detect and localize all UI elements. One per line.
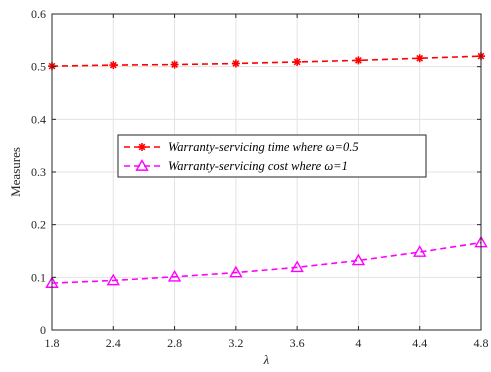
y-tick-label: 0 [40, 323, 46, 337]
legend-box [117, 134, 427, 178]
series-2-point [106, 273, 120, 286]
series-2-point [413, 245, 427, 257]
x-tick-label: 4 [355, 336, 361, 350]
legend-label: Warranty-servicing time where ω=0.5 [168, 140, 359, 154]
y-tick-label: 0.4 [31, 112, 46, 126]
series-1-point [231, 59, 240, 68]
y-tick-label: 0.1 [31, 270, 46, 284]
y-tick-label: 0.6 [31, 7, 46, 21]
x-tick-label: 4.4 [412, 336, 427, 350]
series-2-point [351, 253, 366, 266]
y-tick-label: 0.2 [31, 218, 46, 232]
x-tick-label: 3.2 [228, 336, 243, 350]
series-1-line [51, 55, 482, 67]
y-tick-label: 0.3 [31, 165, 46, 179]
x-tick-label: 3.6 [290, 336, 305, 350]
series-1-point [109, 61, 118, 70]
legend-entry-1: Warranty-servicing time where ω=0.5 [124, 140, 359, 154]
x-tick-label: 4.8 [474, 336, 489, 350]
series-2-point [167, 269, 182, 282]
legend-swatch-marker [135, 159, 149, 171]
series-2-point [229, 265, 243, 278]
y-tick-labels: 0 0.1 0.2 0.3 0.4 0.5 0.6 [31, 7, 46, 337]
legend-entry-2: Warranty-servicing cost where ω=1 [124, 159, 348, 173]
x-tick-labels: 1.8 2.4 2.8 3.2 3.6 4 4.4 4.8 [45, 336, 489, 350]
series-1-point [415, 54, 424, 63]
ticks [51, 13, 482, 331]
legend: Warranty-servicing time where ω=0.5 Warra… [117, 134, 427, 178]
legend-swatch-marker [138, 143, 146, 151]
x-tick-label: 2.4 [106, 336, 121, 350]
legend-label: Warranty-servicing cost where ω=1 [168, 159, 348, 173]
x-axis-label: λ [263, 352, 270, 367]
series-1-point [354, 56, 363, 65]
series-1-point [293, 57, 302, 66]
series-1-point [170, 60, 179, 69]
series-layer [45, 52, 488, 288]
x-tick-label: 1.8 [45, 336, 60, 350]
y-axis-label: Measures [8, 147, 23, 197]
y-tick-label: 0.5 [31, 60, 46, 74]
series-2-point [290, 260, 304, 273]
series-2-line [51, 241, 482, 284]
x-tick-label: 2.8 [167, 336, 182, 350]
series-2 [45, 235, 488, 288]
